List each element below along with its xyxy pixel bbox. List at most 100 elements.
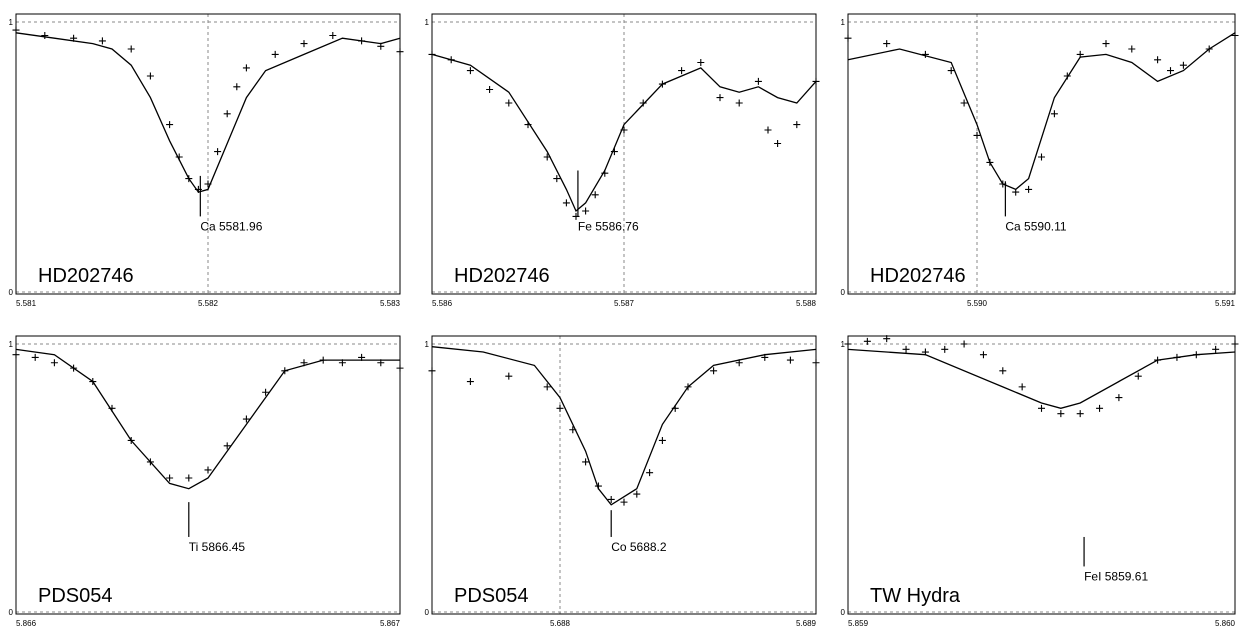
observed-point: [678, 67, 686, 75]
x-tick-label: 5.586: [432, 299, 453, 308]
observed-point: [127, 45, 135, 53]
observed-point: [716, 94, 724, 102]
spectrum-panel-ca-5590: 0 1 5.590 5.591 Ca 5590.11 HD202746: [834, 8, 1239, 317]
observed-point: [89, 378, 97, 386]
observed-point: [1231, 340, 1239, 348]
observed-point: [12, 26, 20, 34]
x-tick-label: 5.859: [848, 619, 869, 628]
y-tick-label: 1: [9, 18, 14, 27]
observed-point: [1018, 383, 1026, 391]
observed-point: [735, 359, 743, 367]
star-name: TW Hydra: [870, 585, 961, 607]
observed-point: [1231, 32, 1239, 39]
observed-point: [242, 415, 250, 423]
observed-point: [377, 359, 385, 367]
plot-frame: [847, 335, 1236, 615]
observed-point: [1154, 56, 1162, 64]
observed-point: [1050, 110, 1058, 118]
observed-point: [764, 126, 772, 134]
spectrum-plot: 0 1 5.866 5.867 Ti 5866.45 PDS054: [9, 335, 404, 628]
observed-point: [1063, 72, 1071, 80]
observed-point: [300, 359, 308, 367]
line-label: Ca 5581.96: [200, 219, 262, 233]
observed-point: [146, 458, 154, 466]
observed-point: [786, 356, 794, 364]
y-tick-label: 0: [9, 608, 14, 617]
observed-point: [300, 40, 308, 48]
line-label: Ca 5590.11: [1005, 219, 1066, 233]
observed-point: [761, 353, 769, 361]
y-tick-label: 0: [425, 608, 430, 617]
observed-point: [185, 474, 193, 482]
observed-point: [271, 50, 279, 58]
spectrum-plot: 0 1 5.590 5.591 Ca 5590.11 HD202746: [841, 13, 1239, 308]
observed-point: [735, 99, 743, 107]
observed-point: [447, 56, 455, 64]
model-spectrum-line: [15, 348, 400, 490]
observed-point: [610, 148, 618, 156]
observed-point: [204, 466, 212, 474]
observed-point: [1167, 67, 1174, 75]
observed-point: [594, 482, 602, 490]
observed-point: [50, 359, 58, 367]
observed-point: [1038, 404, 1045, 412]
observed-point: [166, 121, 174, 129]
observed-point: [591, 191, 599, 199]
observed-point: [941, 345, 949, 353]
observed-point: [466, 378, 474, 386]
x-tick-label: 5.582: [198, 299, 219, 308]
observed-point: [108, 404, 116, 412]
observed-point: [262, 388, 270, 396]
observed-point: [12, 351, 20, 359]
x-tick-label: 5.590: [967, 299, 988, 308]
observed-point: [774, 140, 782, 147]
star-name: PDS054: [454, 585, 529, 607]
model-spectrum-line: [431, 53, 817, 213]
observed-point: [31, 353, 39, 361]
observed-point: [543, 153, 551, 161]
x-tick-label: 5.689: [796, 619, 817, 628]
model-spectrum-line: [847, 32, 1236, 191]
model-spectrum-line: [431, 346, 817, 506]
spectrum-panel-fei-5859: 0 1 5.859 5.860 FeI 5859.61 TW Hydra: [834, 330, 1239, 637]
observed-point: [646, 469, 654, 477]
y-tick-label: 1: [425, 340, 430, 349]
observed-point: [543, 383, 551, 391]
x-tick-label: 5.587: [614, 299, 635, 308]
observed-point: [684, 383, 692, 391]
observed-point: [553, 175, 561, 183]
observed-point: [844, 34, 852, 42]
x-tick-label: 5.688: [550, 619, 571, 628]
observed-point: [486, 86, 494, 93]
observed-point: [921, 348, 929, 356]
observed-point: [1076, 410, 1084, 418]
spectrum-panel-ca-5581: 0 1 5.581 5.582 5.583 Ca 5581.96 HD202746: [2, 8, 404, 317]
star-name: HD202746: [38, 265, 134, 287]
observed-point: [607, 495, 615, 503]
x-tick-label: 5.581: [16, 299, 37, 308]
observed-point: [1205, 45, 1213, 53]
y-tick-label: 0: [9, 288, 14, 297]
observed-point: [620, 126, 628, 134]
y-tick-label: 0: [841, 608, 846, 617]
line-label: Ti 5866.45: [189, 540, 246, 554]
observed-point: [1128, 45, 1136, 53]
observed-point: [1154, 356, 1162, 364]
observed-point: [671, 404, 679, 412]
observed-point: [1102, 40, 1110, 48]
observed-point: [883, 335, 891, 343]
observed-point: [505, 372, 513, 380]
plot-frame: [847, 13, 1236, 295]
observed-point: [127, 436, 135, 444]
observed-point: [98, 37, 106, 45]
observed-point: [233, 83, 241, 91]
observed-point: [428, 367, 436, 375]
observed-point: [1173, 353, 1181, 361]
observed-point: [281, 367, 289, 375]
observed-point: [569, 426, 577, 434]
observed-point: [601, 169, 609, 177]
observed-point: [999, 367, 1007, 375]
observed-point: [428, 50, 436, 58]
observed-point: [377, 42, 385, 50]
observed-point: [697, 59, 705, 66]
